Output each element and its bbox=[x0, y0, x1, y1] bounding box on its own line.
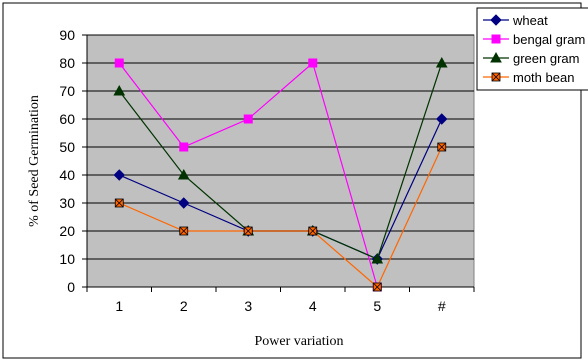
data-point bbox=[114, 58, 124, 68]
y-tick-label: 70 bbox=[59, 83, 75, 99]
data-point bbox=[113, 169, 125, 181]
legend-item: bengal gram bbox=[483, 32, 585, 47]
legend-label: bengal gram bbox=[513, 32, 585, 47]
data-point bbox=[308, 226, 318, 236]
y-tick-label: 0 bbox=[67, 279, 75, 295]
legend-item: moth bean bbox=[483, 70, 574, 85]
legend-label: wheat bbox=[512, 13, 548, 28]
legend-label: moth bean bbox=[513, 70, 574, 85]
data-point bbox=[243, 114, 253, 124]
data-point bbox=[243, 226, 253, 236]
data-point bbox=[177, 168, 190, 180]
data-point bbox=[372, 282, 382, 292]
series-moth-bean bbox=[114, 142, 447, 292]
legend-item: wheat bbox=[483, 13, 548, 28]
legend-marker bbox=[490, 14, 502, 26]
data-point bbox=[178, 197, 190, 209]
y-axis-title: % of Seed Germination bbox=[27, 95, 42, 227]
data-point bbox=[436, 113, 448, 125]
series-group bbox=[113, 56, 448, 292]
y-tick-label: 40 bbox=[59, 167, 75, 183]
legend: wheat bengal gram green gram moth bean bbox=[476, 7, 588, 91]
data-point bbox=[308, 58, 318, 68]
y-tick-label: 10 bbox=[59, 251, 75, 267]
data-point bbox=[435, 56, 448, 68]
y-tick-label: 20 bbox=[59, 223, 75, 239]
x-tick-label: 3 bbox=[244, 298, 252, 314]
data-point bbox=[114, 198, 124, 208]
x-axis-title: Power variation bbox=[254, 334, 343, 349]
data-point bbox=[179, 142, 189, 152]
legend-marker bbox=[490, 51, 502, 63]
x-tick-label: # bbox=[438, 298, 446, 314]
y-tick-label: 50 bbox=[59, 139, 75, 155]
x-tick-label: 4 bbox=[309, 298, 317, 314]
x-tick-label: 5 bbox=[373, 298, 381, 314]
x-tick-label: 1 bbox=[115, 298, 123, 314]
data-point bbox=[179, 226, 189, 236]
data-point bbox=[113, 84, 126, 96]
legend-marker bbox=[491, 72, 501, 82]
y-tick-label: 30 bbox=[59, 195, 75, 211]
series-line bbox=[119, 146, 443, 288]
legend-item: green gram bbox=[483, 51, 579, 66]
axes: 0 10 20 30 40 50 60 70 80 90 1 2 3 4 5 # bbox=[59, 27, 475, 314]
x-tick-label: 2 bbox=[180, 298, 188, 314]
y-tick-label: 80 bbox=[59, 55, 75, 71]
legend-label: green gram bbox=[513, 51, 579, 66]
data-point bbox=[437, 142, 447, 152]
data-point bbox=[371, 252, 384, 264]
plot-area bbox=[86, 34, 475, 288]
y-tick-label: 60 bbox=[59, 111, 75, 127]
legend-marker bbox=[491, 34, 501, 44]
y-tick-label: 90 bbox=[59, 27, 75, 43]
